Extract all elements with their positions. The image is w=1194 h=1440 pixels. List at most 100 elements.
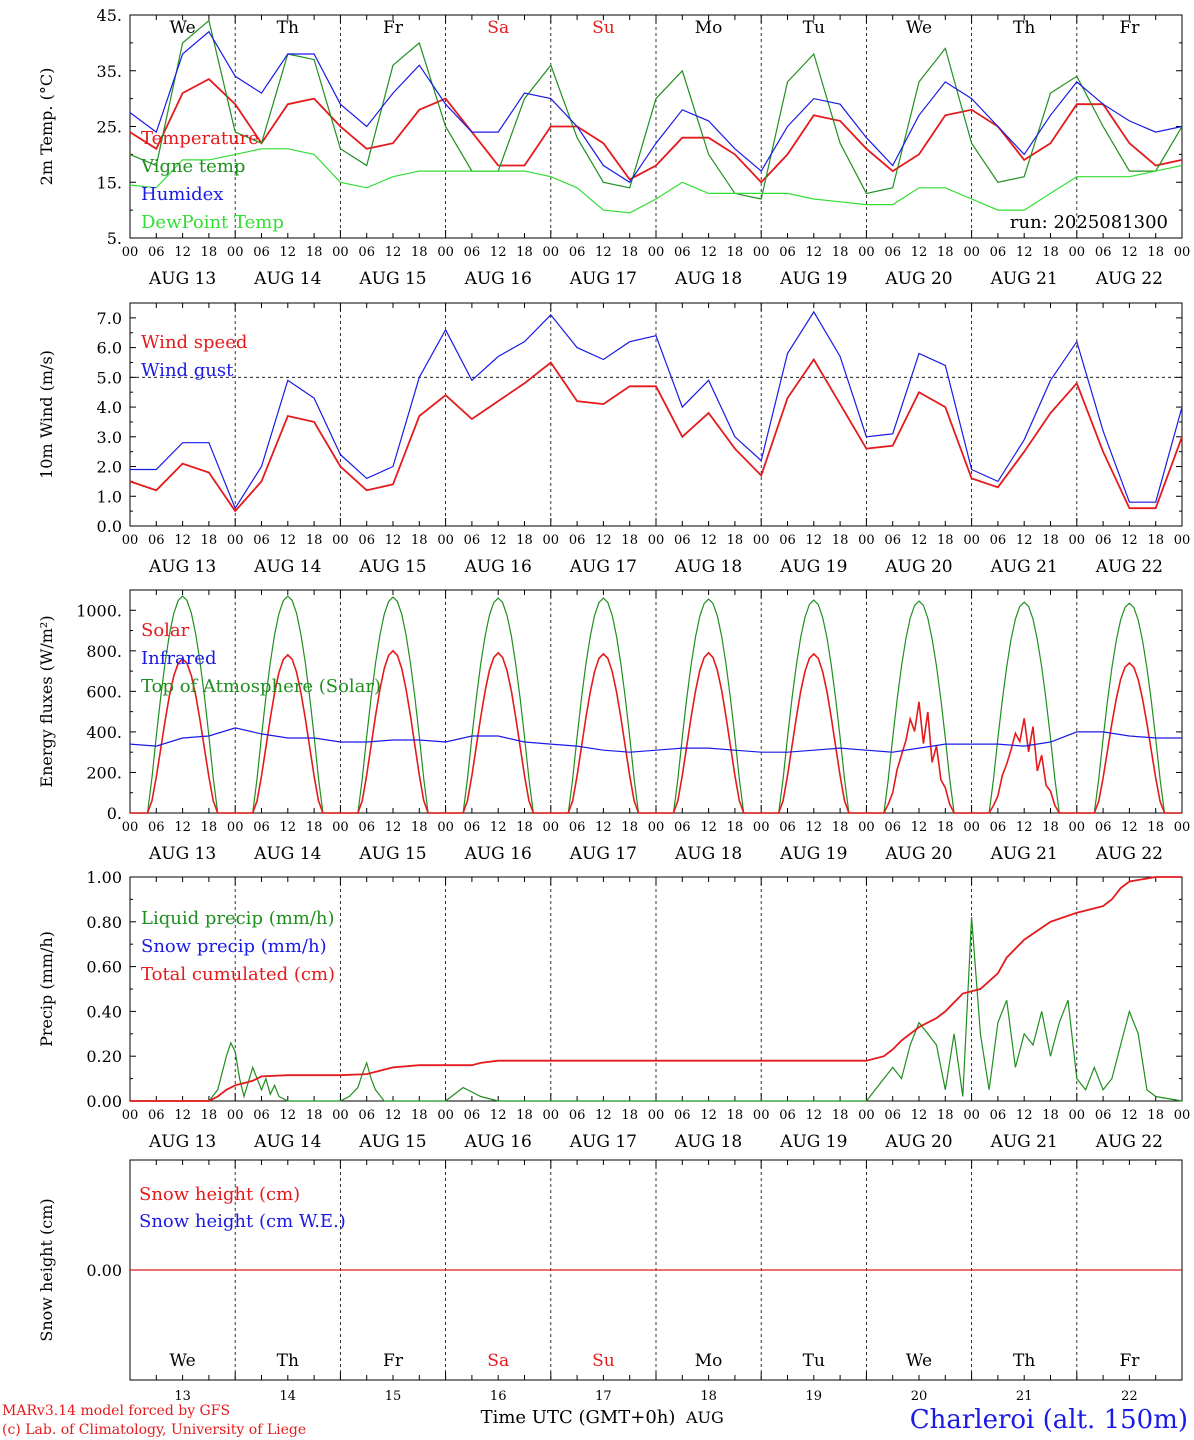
date-label: AUG 21: [990, 1132, 1058, 1152]
hour-tick-label: 12: [1121, 820, 1138, 835]
hour-tick-label: 06: [358, 245, 375, 260]
y-tick-label: 15.: [97, 173, 122, 192]
date-label: AUG 15: [358, 557, 426, 577]
hour-tick-label: 00: [1069, 533, 1086, 548]
hour-tick-label: 00: [858, 820, 875, 835]
y-tick-label: 0.20: [86, 1047, 122, 1066]
panels: 5. 15. 25. 35. 45. 2m Temp. (°C) Temperature Vi…: [37, 6, 1190, 1404]
y-tick-label: 0.60: [86, 958, 122, 977]
hour-tick-label: 12: [1016, 533, 1033, 548]
series-line-humidex: [129, 30, 1183, 184]
date-label: AUG 16: [464, 1132, 532, 1152]
hour-tick-label: 18: [1147, 1108, 1164, 1123]
hour-tick-label: 12: [490, 1108, 507, 1123]
hour-tick-label: 18: [411, 533, 428, 548]
hour-tick-label: 18: [621, 533, 638, 548]
hour-tick-label: 12: [700, 533, 717, 548]
hour-tick-label: 18: [727, 1108, 744, 1123]
day-number-label: 17: [595, 1389, 612, 1404]
hour-tick-label: 00: [1069, 1108, 1086, 1123]
hour-tick-label: 00: [543, 245, 560, 260]
hour-tick-label: 00: [122, 245, 139, 260]
hour-tick-label: 12: [280, 533, 297, 548]
day-name-label: Fr: [1119, 1351, 1140, 1371]
hour-tick-label: 00: [543, 1108, 560, 1123]
y-tick-label: 5.: [107, 229, 122, 248]
date-label: AUG 16: [464, 269, 532, 289]
panel-energy: 0. 200. 400. 600. 800. 1000. Energy fluxes (W/…: [37, 589, 1190, 864]
y-tick-label: 0.0: [97, 517, 122, 536]
hour-tick-label: 12: [174, 245, 191, 260]
hour-tick-label: 06: [1095, 533, 1112, 548]
series-line-infrared: [129, 727, 1182, 753]
day-name-label: Su: [592, 18, 615, 38]
hour-tick-label: 18: [306, 245, 323, 260]
date-label: AUG 15: [358, 1132, 426, 1152]
legend-entry: Total cumulated (cm): [141, 964, 335, 985]
series-line-liquid-precip-mm-h-: [130, 917, 1183, 1102]
day-name-label: Sa: [487, 18, 509, 38]
day-name-label: Mo: [695, 1351, 723, 1371]
day-number-label: 14: [280, 1389, 297, 1404]
hour-tick-label: 12: [911, 1108, 928, 1123]
hour-tick-label: 00: [122, 1108, 139, 1123]
day-name-label: Su: [592, 1351, 615, 1371]
hour-tick-label: 18: [201, 245, 218, 260]
hour-tick-label: 12: [911, 820, 928, 835]
hour-tick-label: 00: [437, 1108, 454, 1123]
hour-tick-label: 00: [963, 1108, 980, 1123]
hour-tick-label: 18: [201, 820, 218, 835]
hour-tick-label: 00: [437, 245, 454, 260]
hour-tick-label: 06: [779, 245, 796, 260]
y-tick-label: 25.: [97, 118, 122, 137]
hour-tick-label: 12: [280, 1108, 297, 1123]
hour-tick-label: 12: [490, 533, 507, 548]
legend-entry: DewPoint Temp: [141, 212, 284, 233]
date-label: AUG 22: [1095, 844, 1163, 864]
hour-tick-label: 06: [464, 245, 481, 260]
y-tick-label: 2.0: [97, 458, 122, 477]
hour-tick-label: 12: [700, 1108, 717, 1123]
hour-tick-label: 18: [1042, 245, 1059, 260]
day-number-label: 18: [700, 1389, 717, 1404]
legend-entry: Snow precip (mm/h): [141, 936, 327, 957]
legend-entry: Temperature: [141, 128, 259, 149]
hour-tick-label: 06: [569, 533, 586, 548]
hour-tick-label: 12: [806, 533, 823, 548]
legend-entry: Wind gust: [141, 360, 234, 381]
hour-tick-label: 00: [227, 245, 244, 260]
hour-tick-label: 06: [674, 820, 691, 835]
date-label: AUG 20: [884, 1132, 952, 1152]
series-line-dewpoint-temp: [129, 148, 1183, 214]
day-name-label: Th: [1013, 18, 1035, 38]
date-label: AUG 19: [779, 557, 847, 577]
hour-tick-label: 00: [648, 1108, 665, 1123]
date-label: AUG 19: [779, 1132, 847, 1152]
hour-tick-label: 00: [1174, 533, 1191, 548]
date-label: AUG 16: [464, 844, 532, 864]
y-tick-label: 0.00: [86, 1092, 122, 1111]
month-label: AUG: [685, 1408, 724, 1427]
hour-tick-label: 06: [358, 820, 375, 835]
hour-tick-label: 00: [1069, 245, 1086, 260]
y-tick-label: 200.: [86, 763, 122, 782]
hour-tick-label: 12: [174, 533, 191, 548]
plot-frame: [129, 14, 1183, 239]
hour-tick-label: 00: [1174, 245, 1191, 260]
day-name-label: Sa: [487, 1351, 509, 1371]
hour-tick-label: 00: [963, 245, 980, 260]
hour-tick-label: 06: [253, 533, 270, 548]
y-tick-label: 1000.: [76, 601, 122, 620]
date-label: AUG 17: [569, 557, 637, 577]
panel-wind: 0.0 1.0 2.0 3.0 4.0 5.0 6.0 7.0 10m Wind (m/s) Wi…: [37, 302, 1191, 577]
y-tick-label: 7.0: [97, 309, 122, 328]
hour-tick-label: 00: [858, 533, 875, 548]
y-tick-label: 600.: [86, 682, 122, 701]
hour-tick-label: 18: [1042, 533, 1059, 548]
y-axis-label: Precip (mm/h): [37, 931, 56, 1047]
hour-tick-label: 00: [753, 820, 770, 835]
date-label: AUG 13: [148, 1132, 216, 1152]
hour-tick-label: 18: [832, 820, 849, 835]
hour-tick-label: 12: [490, 245, 507, 260]
hour-tick-label: 00: [122, 820, 139, 835]
